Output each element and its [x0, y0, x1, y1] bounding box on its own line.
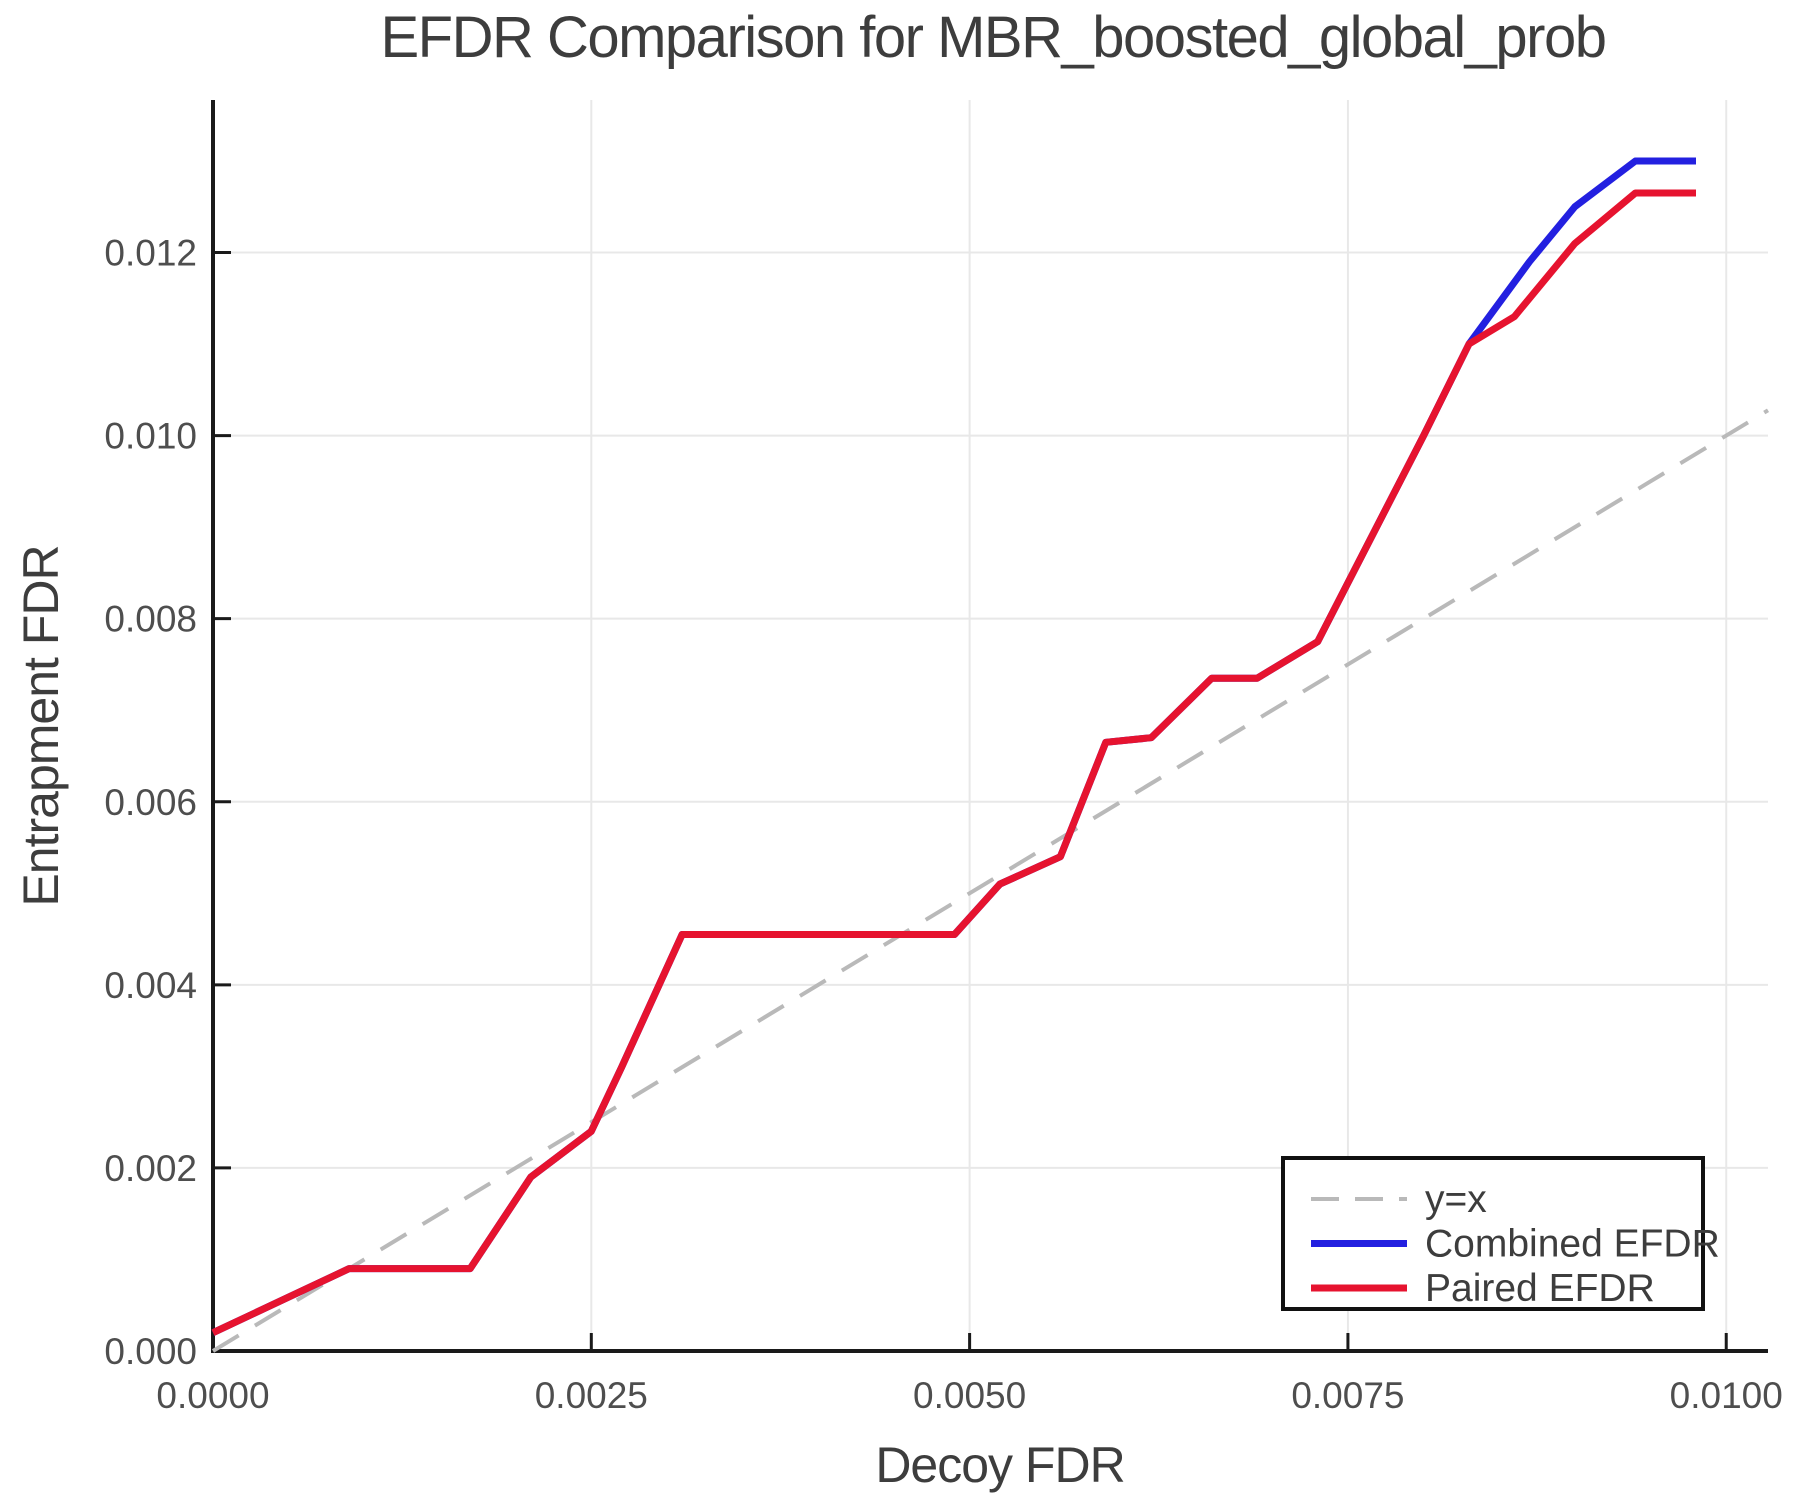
- y-tick-label: 0.008: [104, 599, 197, 640]
- x-tick-label: 0.0000: [156, 1375, 269, 1416]
- legend-label-paired-efdr: Paired EFDR: [1425, 1267, 1655, 1310]
- y-tick-label: 0.006: [104, 782, 197, 823]
- y-axis-label: Entrapment FDR: [13, 545, 69, 906]
- y-tick-label: 0.012: [104, 233, 197, 274]
- y-tick-label: 0.000: [104, 1331, 197, 1372]
- chart-title: EFDR Comparison for MBR_boosted_global_p…: [380, 5, 1605, 70]
- legend-label-combined-efdr: Combined EFDR: [1425, 1223, 1720, 1266]
- axis-spines: [211, 100, 1768, 1353]
- x-axis-label: Decoy FDR: [875, 1437, 1124, 1493]
- x-tick-label: 0.0050: [913, 1375, 1026, 1416]
- series-layer: [211, 157, 1770, 1353]
- y-tick-label: 0.010: [104, 416, 197, 457]
- x-tick-label: 0.0075: [1291, 1375, 1404, 1416]
- x-tick-label: 0.0025: [535, 1375, 648, 1416]
- x-tick-label: 0.0100: [1670, 1375, 1783, 1416]
- y-tick-label: 0.002: [104, 1148, 197, 1189]
- legend-box: [1281, 1156, 1705, 1311]
- y-tick-label: 0.004: [104, 965, 197, 1006]
- legend-label-y-x: y=x: [1425, 1178, 1487, 1221]
- series-line-y-x: [211, 408, 1770, 1353]
- tick-label-layer: 0.0000 0.0025 0.0050 0.0075 0.0100 0.000 0.002…: [104, 233, 1782, 1416]
- series-line-paired-efdr: [211, 189, 1696, 1336]
